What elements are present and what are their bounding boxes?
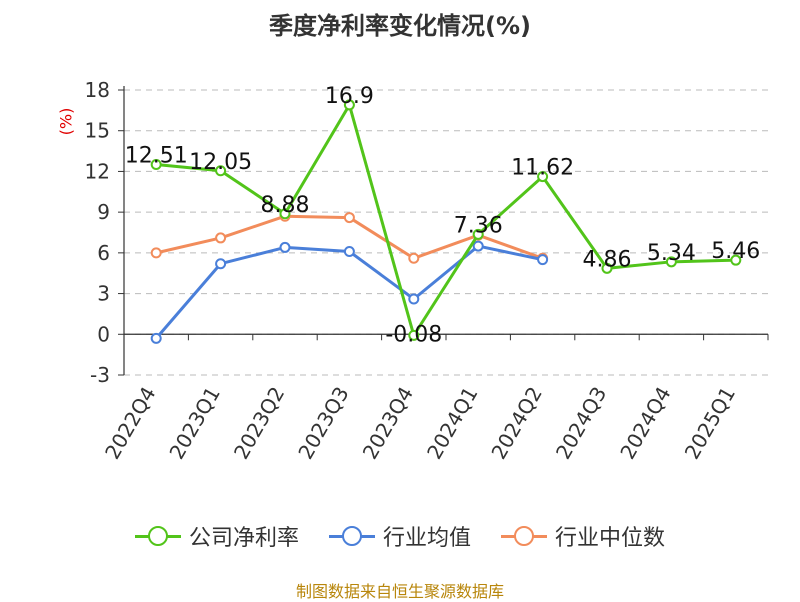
data-label: 12.51 [125,144,188,169]
data-source-note: 制图数据来自恒生聚源数据库 [295,582,504,601]
legend-label-company: 公司净利率 [188,526,299,551]
x-tick-label: 2024Q1 [422,383,482,464]
x-tick-label: 2023Q1 [164,383,224,464]
legend-swatch-industry-mean [328,526,375,546]
data-point [215,232,227,244]
legend-item-industry-mean[interactable]: 行业均值 [328,520,471,552]
data-point [408,329,420,341]
data-label: 5.34 [647,241,696,266]
data-point [537,254,549,266]
data-point [215,165,227,177]
legend-swatch-company [134,526,181,546]
legend-item-company[interactable]: 公司净利率 [134,520,299,552]
series-line [156,103,736,337]
x-tick-label: 2022Q4 [100,383,160,464]
data-point [343,212,355,224]
data-point [279,208,291,220]
y-tick-label: 12 [85,159,110,183]
chart-legend: 公司净利率 行业均值 行业中位数 [0,520,800,552]
data-label: 5.46 [711,239,760,264]
data-point [601,262,613,274]
data-point [343,246,355,257]
x-tick-label: 2024Q2 [486,383,546,464]
y-tick-label: 15 [85,119,110,143]
x-tick-label: 2023Q3 [293,383,353,464]
y-tick-label: 0 [97,322,110,346]
chart-title: 季度净利率变化情况(%) [269,12,531,40]
series-line [155,244,543,340]
data-point [150,332,162,344]
data-point [150,247,162,259]
x-tick-label: 2025Q1 [680,383,740,464]
y-tick-label: -3 [90,363,110,387]
data-point [665,256,677,268]
data-point [730,254,742,266]
legend-label-industry-median: 行业中位数 [555,526,666,551]
data-point [408,293,420,305]
data-label: 7.36 [454,213,503,238]
data-point [537,171,549,183]
y-tick-label: 3 [97,282,110,306]
legend-item-industry-median[interactable]: 行业中位数 [501,520,665,552]
x-tick-label: 2023Q4 [358,383,418,464]
data-point [408,252,420,264]
data-point [150,159,162,171]
x-tick-label: 2023Q2 [229,383,289,464]
data-label: 16.9 [325,84,374,109]
data-label: 8.88 [261,193,310,218]
data-point [472,228,484,240]
y-tick-label: 6 [97,241,110,265]
data-point [343,99,355,111]
data-label: 4.86 [583,247,632,272]
y-tick-label: 18 [85,78,110,102]
data-label: 11.62 [511,156,574,181]
data-point [472,240,484,252]
data-label: 12.05 [189,150,252,175]
legend-label-industry-mean: 行业均值 [382,526,471,551]
data-point [215,258,227,270]
x-tick-label: 2024Q3 [551,383,611,464]
legend-swatch-industry-median [501,526,547,546]
data-label: -0.08 [385,322,442,347]
x-tick-label: 2024Q4 [615,383,675,464]
data-point [279,241,291,253]
y-tick-label: 9 [97,200,110,224]
